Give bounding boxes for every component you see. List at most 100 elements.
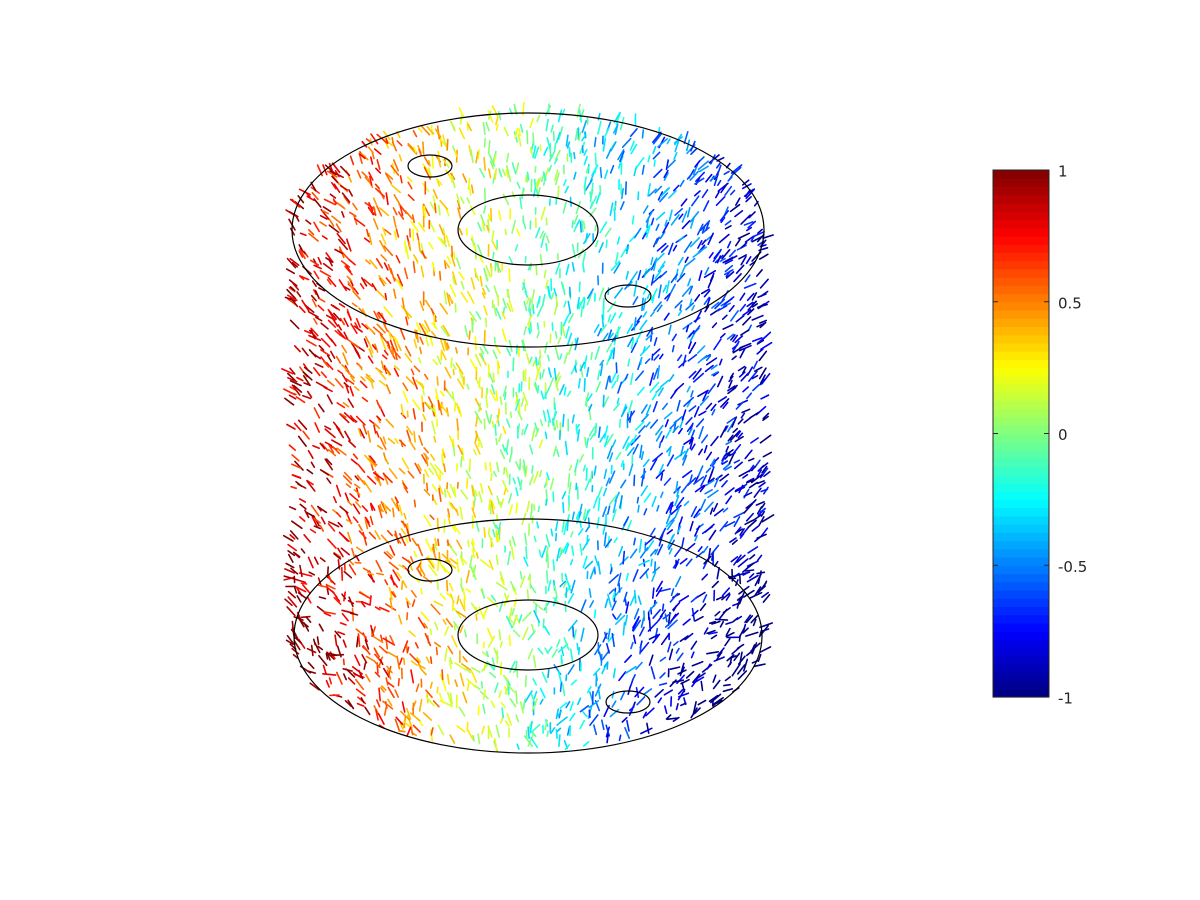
- flow-arrow: [739, 347, 746, 359]
- flow-arrow: [424, 320, 431, 332]
- flow-arrow: [453, 486, 457, 498]
- flow-arrow: [369, 156, 374, 165]
- flow-arrow: [663, 689, 674, 696]
- flow-arrow: [724, 259, 734, 265]
- flow-arrow: [721, 592, 731, 601]
- flow-arrow: [745, 512, 755, 522]
- flow-arrow: [653, 337, 658, 347]
- flow-arrow: [660, 245, 669, 253]
- flow-arrow: [709, 507, 714, 515]
- flow-arrow: [392, 288, 397, 299]
- flow-arrow: [535, 366, 541, 381]
- flow-arrow: [668, 324, 672, 335]
- flow-arrow: [299, 232, 307, 237]
- flow-arrow: [488, 413, 493, 425]
- flow-arrow: [751, 374, 759, 380]
- flow-arrow: [594, 644, 602, 656]
- flow-arrow: [326, 379, 335, 387]
- flow-arrow: [610, 141, 617, 152]
- flow-arrow: [758, 481, 766, 488]
- flow-arrow: [633, 474, 636, 487]
- flow-arrow: [710, 364, 718, 370]
- flow-arrow: [495, 724, 501, 738]
- colorbar-swatch: [993, 367, 1049, 377]
- flow-arrow: [354, 349, 361, 359]
- flow-arrow: [723, 683, 731, 687]
- flow-arrow: [726, 240, 732, 249]
- flow-arrow: [745, 196, 752, 203]
- flow-arrow: [458, 706, 466, 717]
- flow-arrow: [505, 467, 509, 478]
- flow-arrow: [657, 138, 669, 148]
- flow-arrow: [664, 613, 668, 623]
- flow-arrow: [307, 670, 317, 674]
- flow-arrow: [421, 323, 429, 333]
- flow-arrow: [589, 433, 595, 440]
- flow-arrow: [584, 478, 591, 491]
- flow-arrow: [460, 663, 472, 671]
- flow-arrow: [550, 124, 554, 133]
- flow-arrow: [480, 214, 486, 227]
- flow-arrow: [537, 647, 544, 655]
- flow-arrow: [692, 368, 702, 380]
- colorbar-swatch: [993, 639, 1049, 649]
- flow-arrow: [602, 394, 605, 408]
- flow-arrow: [409, 556, 414, 563]
- flow-arrow: [663, 477, 672, 486]
- flow-arrow: [290, 463, 302, 469]
- flow-arrow: [377, 369, 387, 380]
- flow-arrow: [491, 230, 495, 243]
- flow-arrow: [455, 362, 464, 375]
- flow-arrow: [451, 391, 455, 402]
- flow-arrow: [541, 368, 545, 379]
- flow-arrow: [555, 419, 559, 429]
- flow-arrow: [650, 666, 656, 680]
- flow-arrow: [732, 334, 739, 343]
- flow-arrow: [319, 214, 328, 220]
- flow-arrow: [713, 656, 725, 662]
- flow-arrow: [417, 240, 421, 252]
- flow-arrow: [626, 519, 633, 532]
- flow-arrow: [328, 520, 340, 528]
- flow-arrow: [301, 347, 309, 357]
- flow-arrow: [596, 516, 600, 529]
- flow-arrow: [620, 246, 628, 258]
- flow-arrow: [725, 440, 733, 446]
- flow-arrow: [345, 264, 352, 273]
- flow-arrow: [397, 677, 400, 687]
- flow-arrow: [367, 146, 374, 154]
- flow-arrow: [385, 173, 393, 184]
- flow-arrow: [528, 327, 531, 335]
- flow-arrow: [616, 397, 620, 405]
- flow-arrow: [419, 336, 424, 345]
- flow-arrow: [604, 127, 610, 138]
- flow-arrow: [684, 632, 694, 641]
- flow-arrow: [640, 727, 653, 735]
- flow-arrow: [487, 168, 492, 179]
- colorbar-swatch: [993, 202, 1049, 212]
- flow-arrow: [713, 508, 724, 517]
- flow-arrow: [710, 634, 718, 640]
- flow-arrow: [603, 396, 610, 408]
- flow-arrow: [291, 198, 301, 208]
- flow-arrow: [762, 467, 769, 474]
- flow-arrow: [607, 314, 612, 323]
- flow-arrow: [339, 165, 351, 177]
- flow-arrow: [469, 358, 478, 371]
- flow-arrow: [311, 191, 319, 201]
- flow-arrow: [553, 142, 557, 153]
- flow-arrow: [756, 554, 763, 562]
- flow-arrow: [337, 521, 343, 528]
- flow-arrow: [478, 376, 481, 388]
- flow-arrow: [705, 222, 710, 232]
- flow-arrow: [309, 682, 320, 691]
- flow-arrow: [735, 314, 745, 323]
- colorbar-swatch: [993, 268, 1049, 278]
- flow-arrow: [584, 179, 593, 192]
- flow-arrow: [721, 249, 731, 260]
- flow-arrow: [337, 369, 344, 375]
- flow-arrow: [519, 575, 526, 588]
- flow-arrow: [679, 304, 683, 311]
- flow-arrow: [443, 488, 447, 498]
- flow-arrow: [303, 533, 312, 543]
